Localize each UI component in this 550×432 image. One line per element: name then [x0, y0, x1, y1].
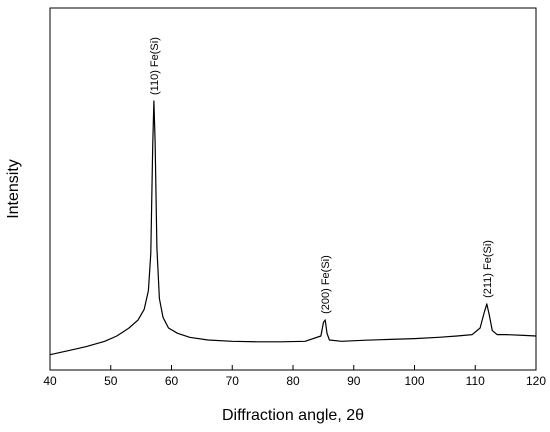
x-tick-label: 40: [43, 374, 57, 388]
x-axis-label: Diffraction angle, 2θ: [222, 407, 364, 424]
peak-annotations: (110) Fe(Si) (200) Fe(Si) (211) Fe(Si): [149, 37, 494, 314]
peak-label: (211) Fe(Si): [482, 240, 494, 298]
peak-label: (110) Fe(Si): [149, 37, 161, 95]
x-tick-label: 80: [286, 374, 300, 388]
x-tick-label: 100: [404, 374, 424, 388]
x-tick-label: 90: [347, 374, 361, 388]
x-tick-label: 50: [104, 374, 118, 388]
peak-label: (200) Fe(Si): [320, 255, 332, 314]
x-tick-label: 110: [466, 374, 485, 388]
x-axis-tick-labels: 40 50 60 70 80 90 100 110 120: [43, 374, 546, 388]
x-tick-label: 70: [226, 374, 240, 388]
y-axis-label: Intensity: [5, 159, 22, 219]
plot-area-frame: [49, 7, 537, 371]
x-axis-ticks: [49, 365, 537, 370]
diffraction-pattern-line: [49, 100, 537, 356]
x-tick-label: 120: [526, 374, 546, 388]
x-tick-label: 60: [165, 374, 179, 388]
